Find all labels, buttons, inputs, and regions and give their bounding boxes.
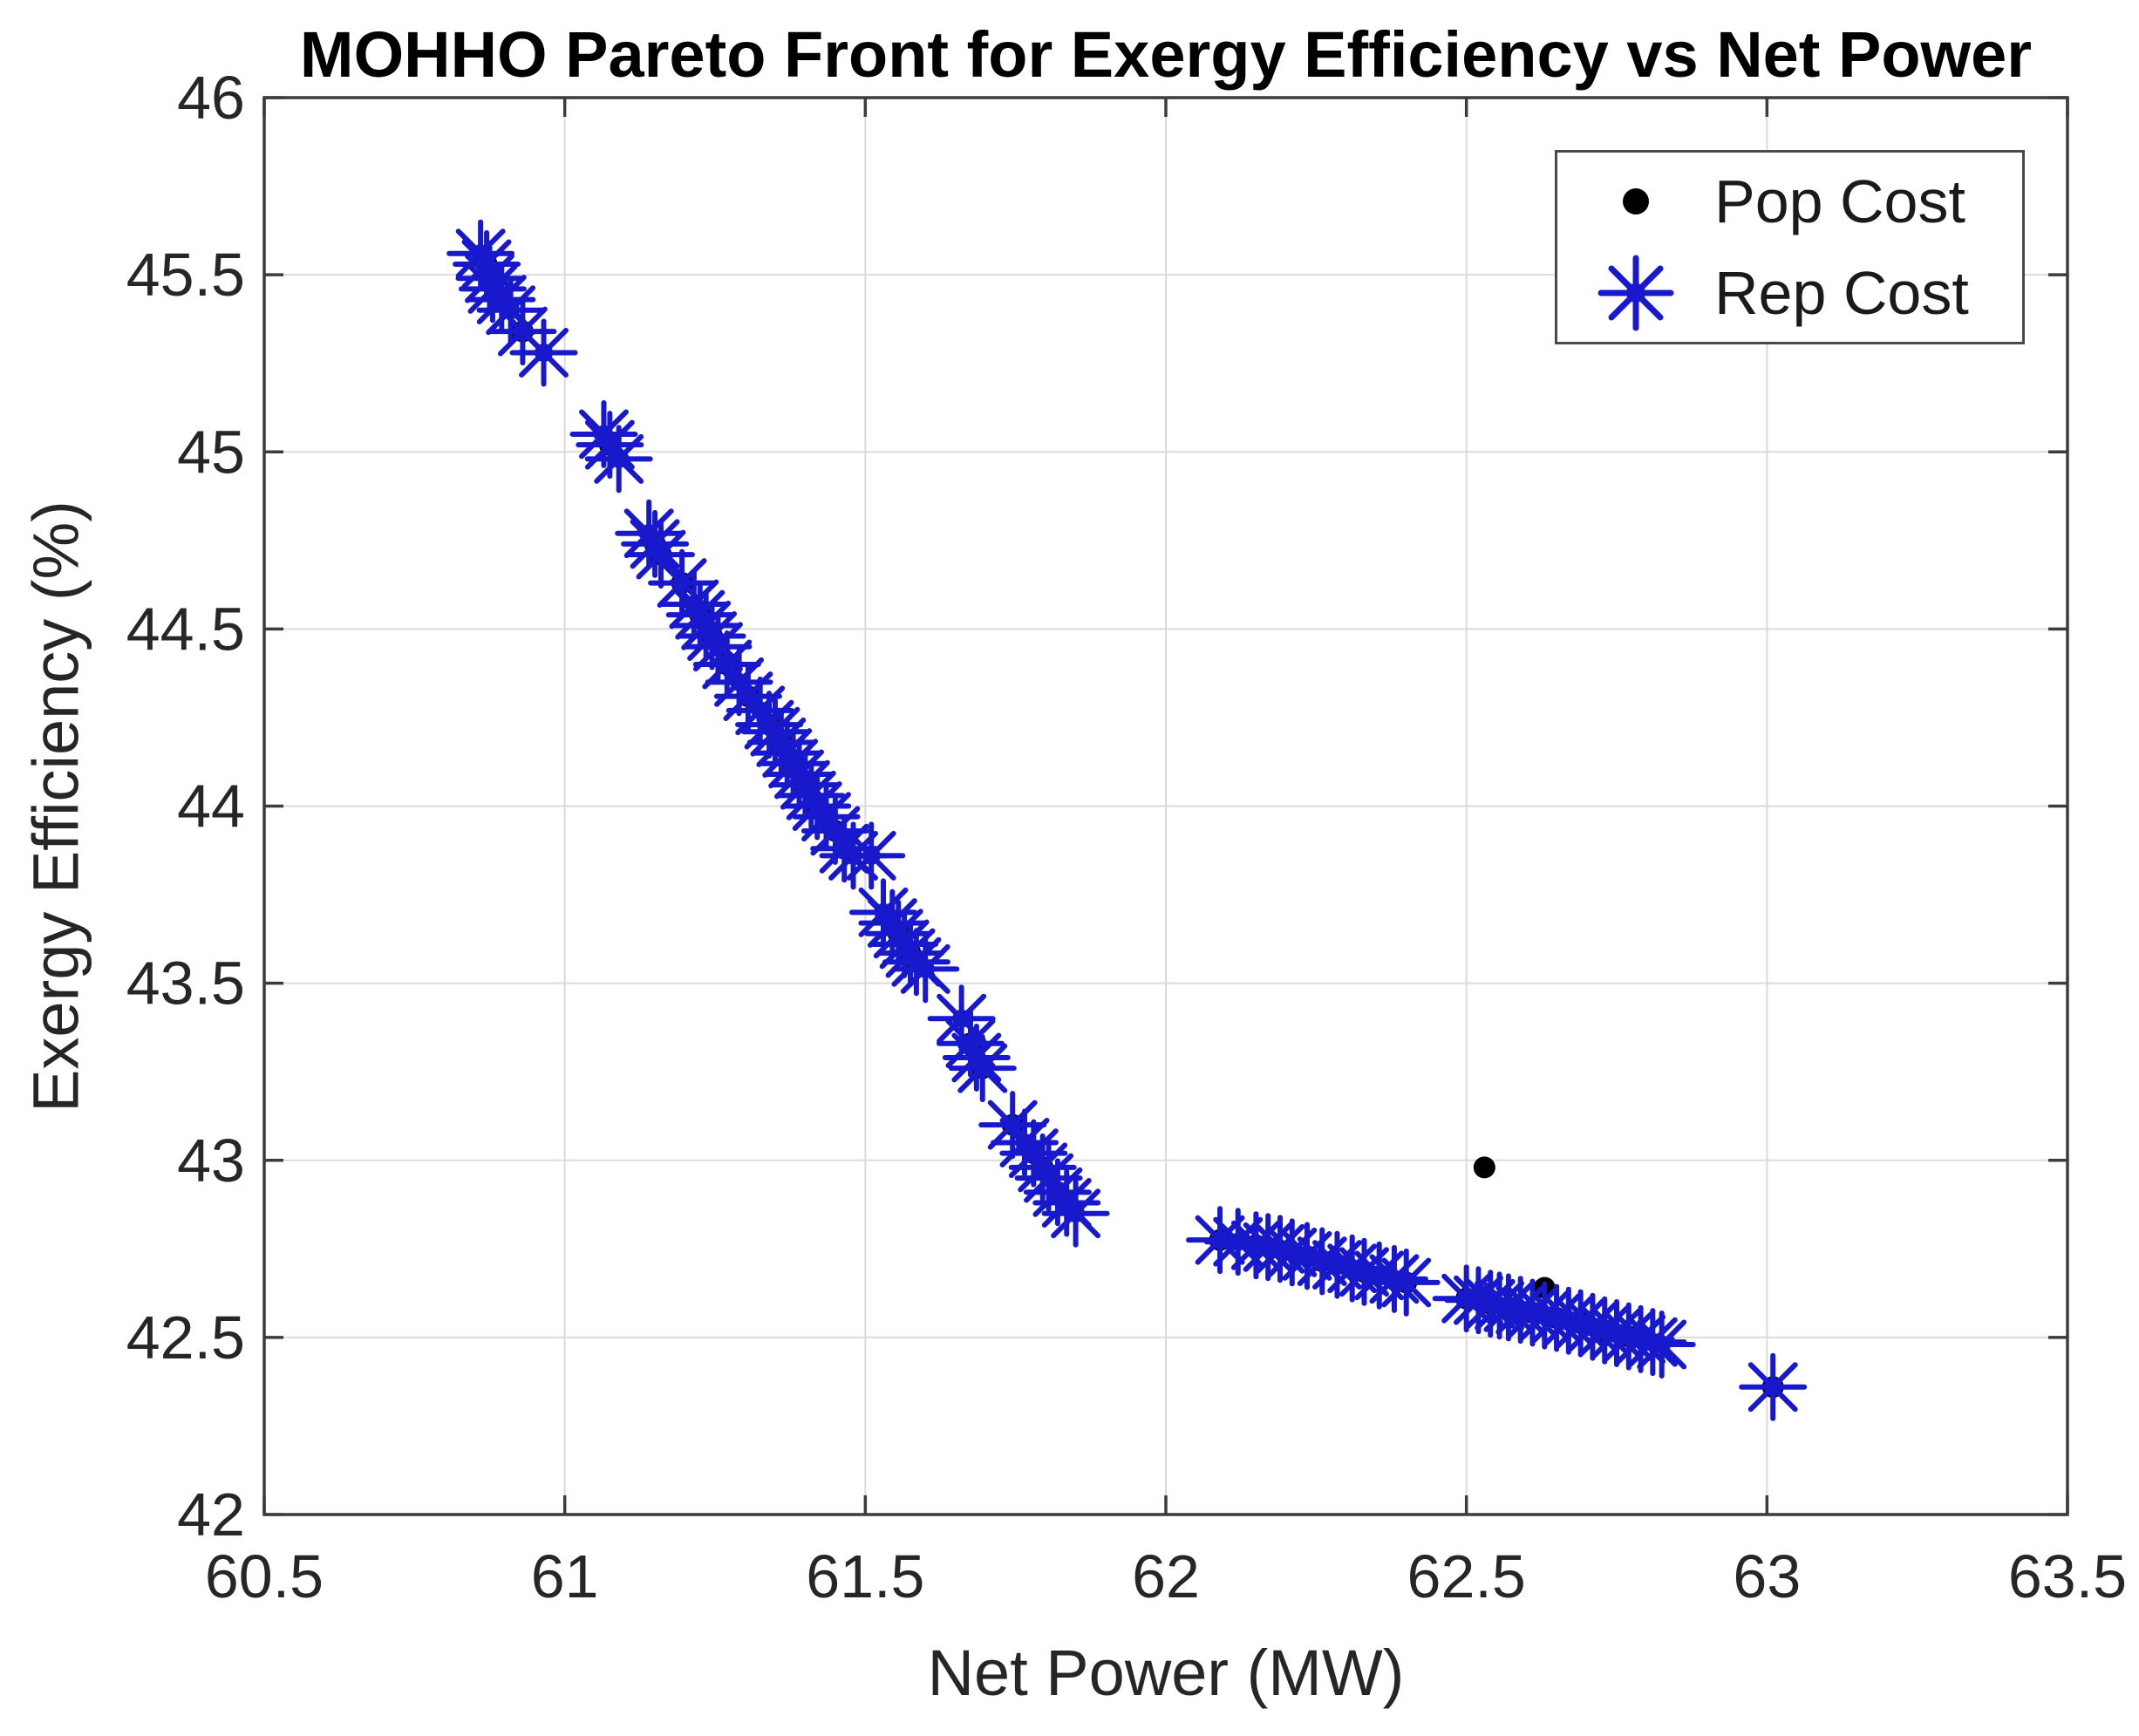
x-axis-label: Net Power (MW) <box>927 1637 1405 1709</box>
rep-cost-point <box>509 318 578 387</box>
x-tick-label: 61.5 <box>806 1542 924 1610</box>
rep-cost-point <box>1359 1244 1428 1313</box>
rep-cost-point <box>584 425 653 494</box>
series-rep-cost <box>446 219 1808 1421</box>
rep-cost-point <box>1627 1311 1696 1379</box>
tick-labels: 60.5 61 61.5 62 62.5 63 63.5 42 42.5 43 43.5 44 44.5… <box>126 64 2127 1610</box>
pop-cost-point <box>1473 1156 1495 1179</box>
legend: Pop Cost Rep Cost <box>1555 150 2025 344</box>
rep-cost-point <box>942 1023 1011 1092</box>
y-tick-label: 45.5 <box>126 241 245 309</box>
pop-cost-dot-icon <box>1623 187 1649 214</box>
gridlines <box>264 98 2067 1515</box>
y-tick-label: 46 <box>177 64 245 132</box>
rep-cost-point <box>765 739 834 808</box>
legend-label-pop-cost: Pop Cost <box>1714 167 1965 235</box>
rep-cost-point <box>891 935 960 1004</box>
y-tick-label: 42.5 <box>126 1304 245 1372</box>
x-tick-label: 62 <box>1132 1542 1200 1610</box>
x-tick-label: 63.5 <box>2008 1542 2127 1610</box>
rep-cost-point <box>1372 1248 1441 1317</box>
rep-cost-point <box>476 276 545 344</box>
rep-cost-point <box>978 1091 1047 1160</box>
x-tick-label: 60.5 <box>205 1542 324 1610</box>
x-tick-label: 63 <box>1733 1542 1801 1610</box>
y-tick-label: 45 <box>177 418 245 486</box>
legend-label-rep-cost: Rep Cost <box>1714 259 1969 328</box>
rep-cost-point <box>569 399 638 468</box>
y-axis-label-text: Exergy Efficiency (%) <box>19 500 92 1113</box>
rep-cost-point <box>621 509 690 578</box>
chart-title: MOHHO Pareto Front for Exergy Efficiency… <box>299 18 2033 91</box>
rep-cost-marker-cell <box>1557 251 1714 335</box>
rep-cost-point <box>837 821 906 890</box>
y-tick-label: 42 <box>177 1481 245 1549</box>
y-tick-label: 43.5 <box>126 950 245 1018</box>
rep-cost-asterisk-icon <box>1597 255 1674 331</box>
rep-cost-point <box>948 1034 1017 1103</box>
y-tick-label: 43 <box>177 1127 245 1195</box>
legend-row-rep-cost: Rep Cost <box>1557 249 2022 337</box>
pop-cost-marker-cell <box>1557 162 1714 241</box>
y-tick-label: 44.5 <box>126 595 245 663</box>
rep-cost-point <box>1318 1234 1386 1303</box>
y-tick-label: 44 <box>177 773 245 841</box>
rep-cost-point <box>1739 1352 1808 1421</box>
rep-cost-point <box>648 548 717 617</box>
rep-cost-point <box>1041 1179 1110 1248</box>
x-tick-label: 61 <box>531 1542 599 1610</box>
legend-row-pop-cost: Pop Cost <box>1557 158 2022 245</box>
axis-ticks <box>262 96 2069 1516</box>
x-tick-label: 62.5 <box>1407 1542 1526 1610</box>
series-pop-cost <box>475 253 1784 1399</box>
